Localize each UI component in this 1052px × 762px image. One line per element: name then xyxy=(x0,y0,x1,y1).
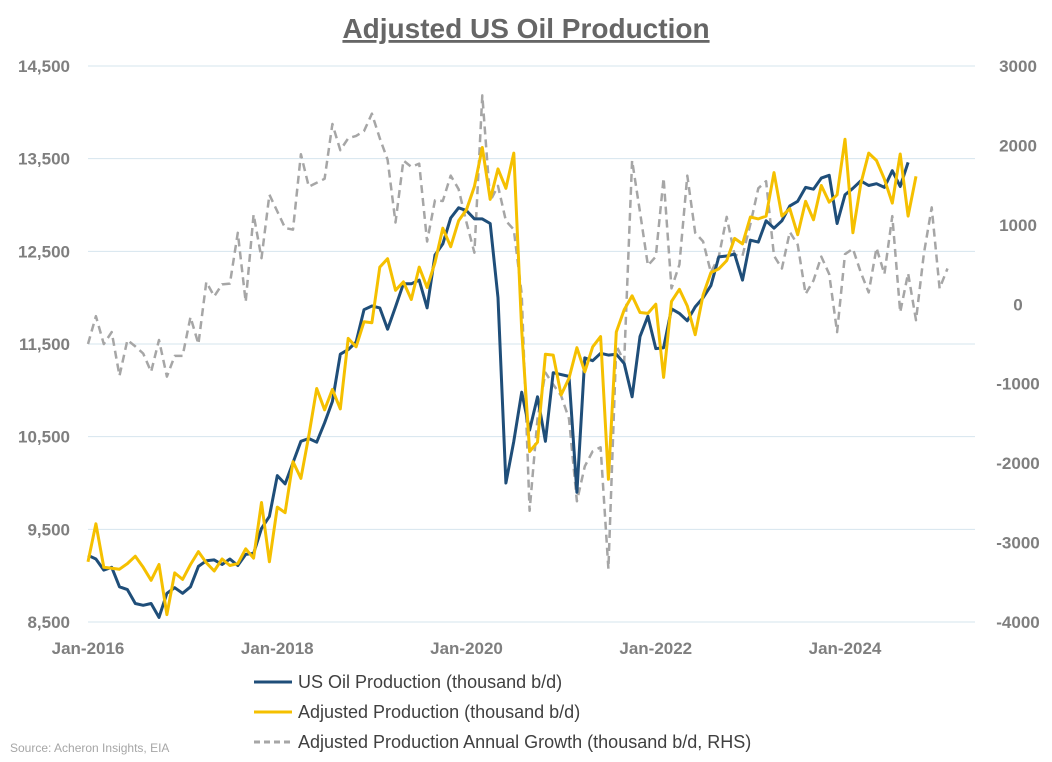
y-right-tick-label: 0 xyxy=(1013,295,1022,314)
y-left-tick-label: 12,500 xyxy=(18,242,70,261)
x-tick-label: Jan-2018 xyxy=(241,639,314,658)
series-line-production xyxy=(87,161,910,619)
y-left-axis: 8,500 9,500 10,500 11,500 12,500 13,500 14,500 xyxy=(18,57,70,632)
y-left-tick-label: 11,500 xyxy=(19,335,70,354)
legend-label-adjusted: Adjusted Production (thousand b/d) xyxy=(298,702,580,722)
x-tick-label: Jan-2020 xyxy=(430,639,503,658)
legend-entry-growth: Adjusted Production Annual Growth (thous… xyxy=(254,732,751,752)
legend-entry-adjusted: Adjusted Production (thousand b/d) xyxy=(254,702,580,722)
x-axis: Jan-2016 Jan-2018 Jan-2020 Jan-2022 Jan-2024 xyxy=(52,639,882,658)
series-line-adjusted xyxy=(86,137,918,617)
x-tick-label: Jan-2022 xyxy=(619,639,692,658)
series-lines xyxy=(86,94,949,619)
x-tick-label: Jan-2024 xyxy=(809,639,882,658)
y-right-tick-label: 3000 xyxy=(999,57,1037,76)
y-left-tick-label: 13,500 xyxy=(18,150,70,169)
legend-entry-production: US Oil Production (thousand b/d) xyxy=(254,672,562,692)
series-line-growth xyxy=(86,94,949,571)
y-right-tick-label: 1000 xyxy=(999,216,1037,235)
y-left-tick-label: 10,500 xyxy=(18,428,70,447)
gridlines xyxy=(88,65,975,623)
y-right-tick-label: -3000 xyxy=(996,534,1039,553)
y-left-tick-label: 8,500 xyxy=(27,613,70,632)
source-note: Source: Acheron Insights, EIA xyxy=(10,741,169,755)
y-right-tick-label: -4000 xyxy=(996,613,1039,632)
y-right-axis: -4000 -3000 -2000 -1000 0 1000 2000 3000 xyxy=(996,57,1039,632)
chart-title: Adjusted US Oil Production xyxy=(342,13,709,44)
legend-label-growth: Adjusted Production Annual Growth (thous… xyxy=(298,732,751,752)
y-left-tick-label: 9,500 xyxy=(27,520,70,539)
y-left-tick-label: 14,500 xyxy=(18,57,70,76)
y-right-tick-label: -1000 xyxy=(996,375,1039,394)
y-right-tick-label: 2000 xyxy=(999,136,1037,155)
x-tick-label: Jan-2016 xyxy=(52,639,125,658)
y-right-tick-label: -2000 xyxy=(996,454,1039,473)
legend: US Oil Production (thousand b/d) Adjuste… xyxy=(254,672,751,752)
legend-label-production: US Oil Production (thousand b/d) xyxy=(298,672,562,692)
